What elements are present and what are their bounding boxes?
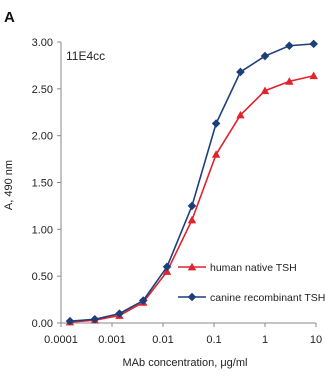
data-point xyxy=(260,51,270,61)
data-point xyxy=(236,67,245,77)
series-layer xyxy=(65,39,318,326)
data-point xyxy=(162,262,172,272)
legend-entry: human native TSH xyxy=(178,262,297,274)
y-tick-label: 3.00 xyxy=(32,37,53,49)
legend-label: human native TSH xyxy=(210,262,297,274)
data-point xyxy=(90,314,100,324)
axes xyxy=(57,41,317,327)
data-point xyxy=(187,215,197,224)
x-axis-label: MAb concentration, μg/ml xyxy=(123,357,248,369)
panel-letter: A xyxy=(4,9,15,26)
x-tick-label: 0.01 xyxy=(152,334,173,346)
data-point xyxy=(187,201,197,211)
x-tick-label: 10 xyxy=(310,334,322,346)
y-tick-label: 0.00 xyxy=(32,318,53,330)
legend-entry: canine recombinant TSH xyxy=(178,292,325,304)
data-point xyxy=(211,150,221,158)
data-point xyxy=(309,71,318,80)
series-human-native-tsh xyxy=(65,71,318,326)
y-tick-label: 0.50 xyxy=(32,271,53,283)
data-point xyxy=(260,86,270,95)
series-canine-recombinant-tsh xyxy=(65,39,318,326)
y-tick-label: 2.50 xyxy=(32,84,53,96)
tick-labels: 0.00 0.50 1.00 1.50 2.00 2.50 3.00 0.0001 0.001 0… xyxy=(32,37,323,346)
series-line xyxy=(69,74,314,323)
legend: human native TSH canine recombinant TSH xyxy=(178,262,325,304)
data-point xyxy=(285,41,294,51)
x-tick-label: 0.0001 xyxy=(44,334,78,346)
chart-annotation: 11E4cc xyxy=(66,49,105,63)
y-tick-label: 1.00 xyxy=(32,224,53,236)
data-point xyxy=(285,77,294,85)
x-tick-label: 0.1 xyxy=(206,334,221,346)
legend-marker xyxy=(187,292,197,302)
data-point xyxy=(309,39,318,49)
x-tick-label: 1 xyxy=(262,334,268,346)
y-tick-label: 2.00 xyxy=(32,131,53,143)
data-point xyxy=(65,316,75,326)
data-point xyxy=(138,296,148,305)
y-axis-label: A, 490 nm xyxy=(3,160,15,210)
data-point xyxy=(236,110,245,119)
legend-marker xyxy=(187,262,197,271)
legend-label: canine recombinant TSH xyxy=(210,292,325,304)
data-point xyxy=(211,119,221,128)
y-tick-label: 1.50 xyxy=(32,178,53,190)
data-point xyxy=(115,309,124,318)
x-tick-label: 0.001 xyxy=(98,334,126,346)
